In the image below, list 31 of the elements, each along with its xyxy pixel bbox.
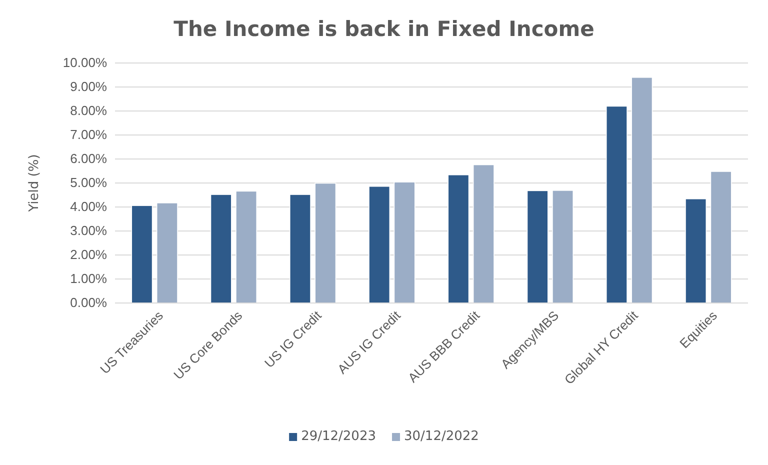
bar <box>156 202 178 304</box>
bar <box>210 194 232 304</box>
bar <box>368 186 390 304</box>
y-tick-label: 9.00% <box>70 79 108 94</box>
y-tick-label: 5.00% <box>70 175 108 190</box>
y-tick-label: 10.00% <box>62 55 108 70</box>
bar <box>685 198 707 304</box>
chart-title: The Income is back in Fixed Income <box>174 17 594 41</box>
bar <box>631 77 653 304</box>
bar <box>448 174 470 304</box>
bar <box>552 190 574 304</box>
bar <box>472 164 494 304</box>
bar <box>131 205 153 304</box>
y-tick-label: 1.00% <box>70 271 108 286</box>
y-tick-label: 8.00% <box>70 103 108 118</box>
bar <box>236 190 258 304</box>
y-tick-label: 4.00% <box>70 199 108 214</box>
legend-label: 30/12/2022 <box>404 429 479 444</box>
y-tick-label: 6.00% <box>70 151 108 166</box>
y-axis-title: Yield (%) <box>27 154 42 213</box>
y-tick-label: 2.00% <box>70 247 108 262</box>
bar <box>314 182 336 304</box>
bar <box>606 106 628 304</box>
legend-label: 29/12/2023 <box>301 429 376 444</box>
y-tick-label: 0.00% <box>70 295 108 310</box>
bar <box>526 190 548 304</box>
bar <box>394 182 416 304</box>
bar <box>710 171 732 304</box>
bar <box>289 194 311 304</box>
y-tick-label: 7.00% <box>70 127 108 142</box>
y-tick-label: 3.00% <box>70 223 108 238</box>
